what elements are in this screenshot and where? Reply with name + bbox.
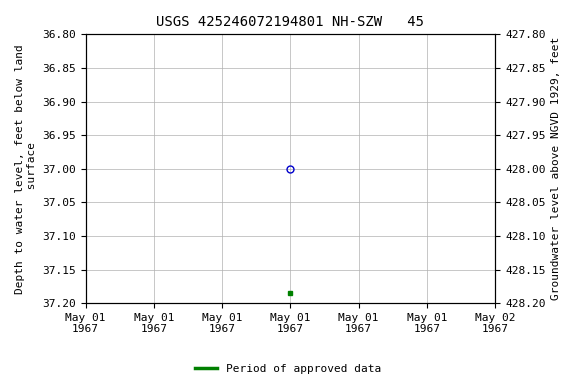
- Title: USGS 425246072194801 NH-SZW   45: USGS 425246072194801 NH-SZW 45: [157, 15, 425, 29]
- Legend: Period of approved data: Period of approved data: [191, 359, 385, 379]
- Y-axis label: Groundwater level above NGVD 1929, feet: Groundwater level above NGVD 1929, feet: [551, 37, 561, 300]
- Y-axis label: Depth to water level, feet below land
 surface: Depth to water level, feet below land su…: [15, 44, 37, 294]
